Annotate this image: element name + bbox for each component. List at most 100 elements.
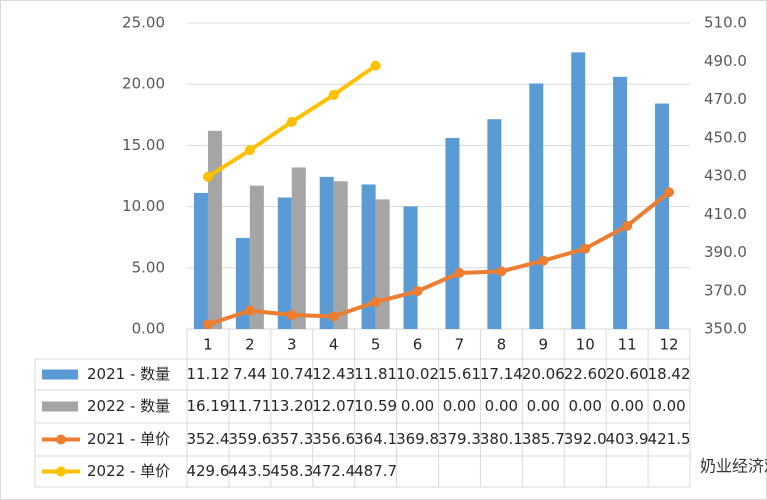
x-tick-label: 12 — [659, 336, 678, 354]
line-marker — [538, 255, 549, 266]
x-tick-label: 4 — [329, 336, 339, 354]
bar — [235, 237, 250, 329]
table-value: 20.60 — [606, 365, 649, 383]
x-tick-label: 3 — [287, 336, 297, 354]
legend-swatch — [42, 369, 78, 380]
x-tick-label: 9 — [539, 336, 549, 354]
table-value: 0.00 — [443, 397, 476, 415]
table-value: 11.81 — [354, 365, 397, 383]
y-tick-label: 20.00 — [122, 75, 165, 93]
line-marker — [622, 220, 633, 231]
table-value: 421.5 — [648, 430, 691, 448]
bar — [333, 181, 348, 329]
line-marker — [370, 60, 381, 71]
table-value: 487.7 — [354, 462, 397, 480]
table-value: 12.43 — [312, 365, 355, 383]
table-value: 352.4 — [186, 430, 229, 448]
y2-tick-label: 390.0 — [704, 243, 747, 261]
table-value: 380.1 — [480, 430, 523, 448]
line-marker — [328, 89, 339, 100]
table-value: 357.3 — [270, 430, 313, 448]
table-value: 11.12 — [186, 365, 229, 383]
table-value: 364.1 — [354, 430, 397, 448]
table-value: 22.60 — [564, 365, 607, 383]
table-value: 0.00 — [652, 397, 685, 415]
table-value: 18.42 — [648, 365, 691, 383]
y2-tick-label: 470.0 — [704, 90, 747, 108]
bar — [655, 103, 670, 329]
table-value: 17.14 — [480, 365, 523, 383]
bar — [571, 52, 586, 329]
table-value: 10.02 — [396, 365, 439, 383]
legend-swatch — [42, 401, 78, 412]
y2-tick-label: 490.0 — [704, 52, 747, 70]
table-value: 403.9 — [606, 430, 649, 448]
bar — [249, 185, 264, 329]
y2-tick-label: 450.0 — [704, 128, 747, 146]
table-value: 379.3 — [438, 430, 481, 448]
y2-tick-label: 510.0 — [704, 14, 747, 32]
table-value: 429.6 — [186, 462, 229, 480]
table-value: 0.00 — [569, 397, 602, 415]
bar — [291, 167, 306, 329]
line-marker — [412, 286, 423, 297]
bar — [487, 119, 502, 330]
y-tick-label: 0.00 — [132, 320, 165, 338]
line-marker — [580, 243, 591, 254]
bar — [403, 206, 418, 329]
x-tick-label: 10 — [576, 336, 595, 354]
legend-swatch — [56, 466, 66, 477]
table-value: 16.19 — [186, 397, 229, 415]
table-value: 359.6 — [228, 430, 271, 448]
y-tick-label: 5.00 — [132, 258, 165, 276]
bar — [375, 199, 390, 329]
line-marker — [202, 171, 213, 182]
y2-tick-label: 370.0 — [704, 281, 747, 299]
x-tick-label: 6 — [413, 336, 423, 354]
line — [207, 190, 671, 327]
line-marker — [244, 305, 255, 316]
table-value: 443.5 — [228, 462, 271, 480]
y2-tick-label: 430.0 — [704, 167, 747, 185]
table-value: 356.6 — [312, 430, 355, 448]
y2-tick-label: 350.0 — [704, 320, 747, 338]
table-value: 458.3 — [270, 462, 313, 480]
bar — [207, 130, 222, 329]
line-marker — [496, 266, 507, 277]
line-marker — [286, 310, 297, 321]
y-tick-label: 15.00 — [122, 136, 165, 154]
table-value: 20.06 — [522, 365, 565, 383]
legend-swatch — [56, 434, 66, 445]
table-value: 385.7 — [522, 430, 565, 448]
bar — [361, 184, 376, 329]
table-value: 369.8 — [396, 430, 439, 448]
line-marker — [244, 145, 255, 156]
bar — [445, 137, 460, 329]
y-tick-label: 25.00 — [122, 14, 165, 32]
y2-tick-label: 410.0 — [704, 205, 747, 223]
line-marker — [202, 319, 213, 330]
table-value: 13.20 — [270, 397, 313, 415]
line-marker — [454, 267, 465, 278]
bar — [319, 176, 334, 329]
bar — [193, 192, 208, 329]
x-tick-label: 5 — [371, 336, 381, 354]
x-tick-label: 11 — [618, 336, 637, 354]
table-value: 10.74 — [270, 365, 313, 383]
bar — [277, 197, 292, 329]
x-tick-label: 8 — [497, 336, 507, 354]
table-value: 10.59 — [354, 397, 397, 415]
y-tick-label: 10.00 — [122, 197, 165, 215]
legend-label: 2021 - 数量 — [87, 365, 170, 383]
table-value: 472.4 — [312, 462, 355, 480]
table-value: 11.71 — [228, 397, 271, 415]
table-value: 15.61 — [438, 365, 481, 383]
table-value: 0.00 — [527, 397, 560, 415]
line-marker — [664, 187, 675, 198]
x-tick-label: 7 — [455, 336, 465, 354]
watermark: 奶业经济观察 — [700, 457, 767, 476]
table-value: 0.00 — [485, 397, 518, 415]
x-tick-label: 2 — [245, 336, 255, 354]
